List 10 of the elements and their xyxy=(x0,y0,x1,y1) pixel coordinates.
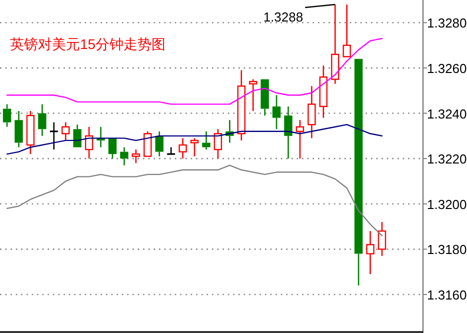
text: 英镑对美元15分钟走势图 xyxy=(10,36,166,52)
y-tick-label: 1.3220 xyxy=(427,152,467,167)
y-tick-label: 1.3180 xyxy=(427,242,467,258)
annotation: 1.3288 xyxy=(263,10,304,25)
y-tick-label: 1.3240 xyxy=(427,106,467,122)
y-tick-label: 1.3160 xyxy=(427,287,467,302)
y-tick-label: 1.3200 xyxy=(427,196,467,212)
y-tick-label: 1.3280 xyxy=(427,16,467,31)
line-series xyxy=(6,38,383,105)
y-tick-label: 1.3260 xyxy=(427,60,467,76)
